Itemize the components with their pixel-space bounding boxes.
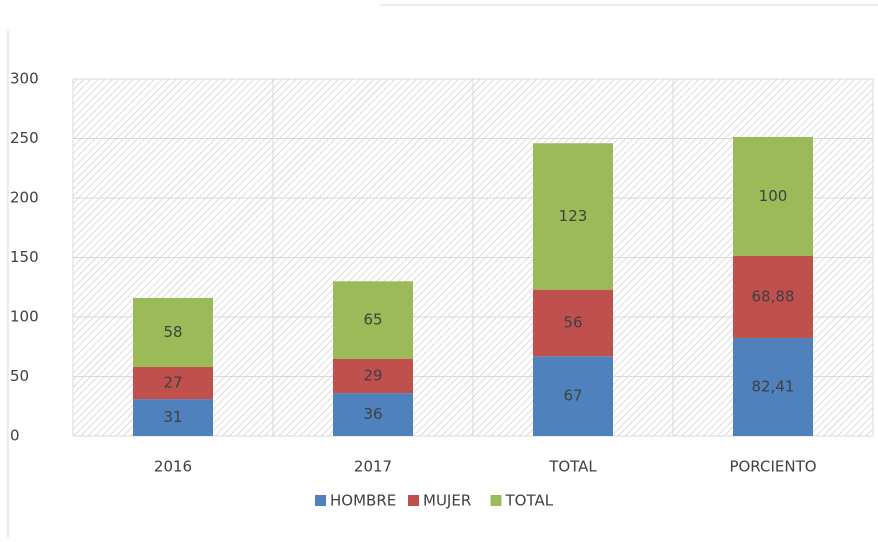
x-tick-label: PORCIENTO	[729, 458, 816, 476]
data-label: 67	[563, 387, 582, 405]
data-label: 27	[163, 374, 182, 392]
bar-segment	[733, 337, 813, 436]
y-tick-label: 150	[10, 248, 39, 266]
y-tick-label: 100	[10, 308, 39, 326]
data-label: 58	[163, 323, 182, 341]
data-label: 29	[363, 366, 382, 384]
data-label: 100	[759, 187, 788, 205]
bar-segment	[733, 255, 813, 338]
bar-segment	[333, 281, 413, 359]
x-tick-label: TOTAL	[548, 458, 597, 476]
bar-segment	[133, 399, 213, 436]
y-tick-label: 0	[10, 427, 20, 445]
bar-segment	[333, 393, 413, 436]
y-tick-label: 200	[10, 189, 39, 207]
y-tick-label: 50	[10, 367, 29, 385]
bar-segment	[133, 297, 213, 367]
legend-label: MUJER	[423, 492, 471, 510]
legend-swatch	[408, 495, 419, 506]
bar-segment	[533, 143, 613, 290]
y-tick-label: 300	[10, 70, 39, 88]
bar-segment	[333, 358, 413, 394]
data-label: 68,88	[752, 287, 795, 305]
data-label: 82,41	[752, 377, 795, 395]
x-tick-label: 2016	[154, 458, 192, 476]
data-label: 31	[163, 408, 182, 426]
data-label: 123	[559, 207, 588, 225]
legend-swatch	[490, 495, 502, 506]
bar-segment	[533, 356, 613, 436]
bar-segment	[733, 136, 813, 256]
legend-label: HOMBRE	[330, 492, 396, 510]
y-tick-label: 250	[10, 129, 39, 147]
bar-segment	[133, 366, 213, 400]
legend-swatch	[315, 495, 326, 506]
data-label: 65	[363, 310, 382, 328]
x-tick-label: 2017	[354, 458, 392, 476]
bar-segment	[533, 289, 613, 357]
data-label: 56	[563, 313, 582, 331]
legend-label: TOTAL	[505, 492, 554, 510]
data-label: 36	[363, 405, 382, 423]
